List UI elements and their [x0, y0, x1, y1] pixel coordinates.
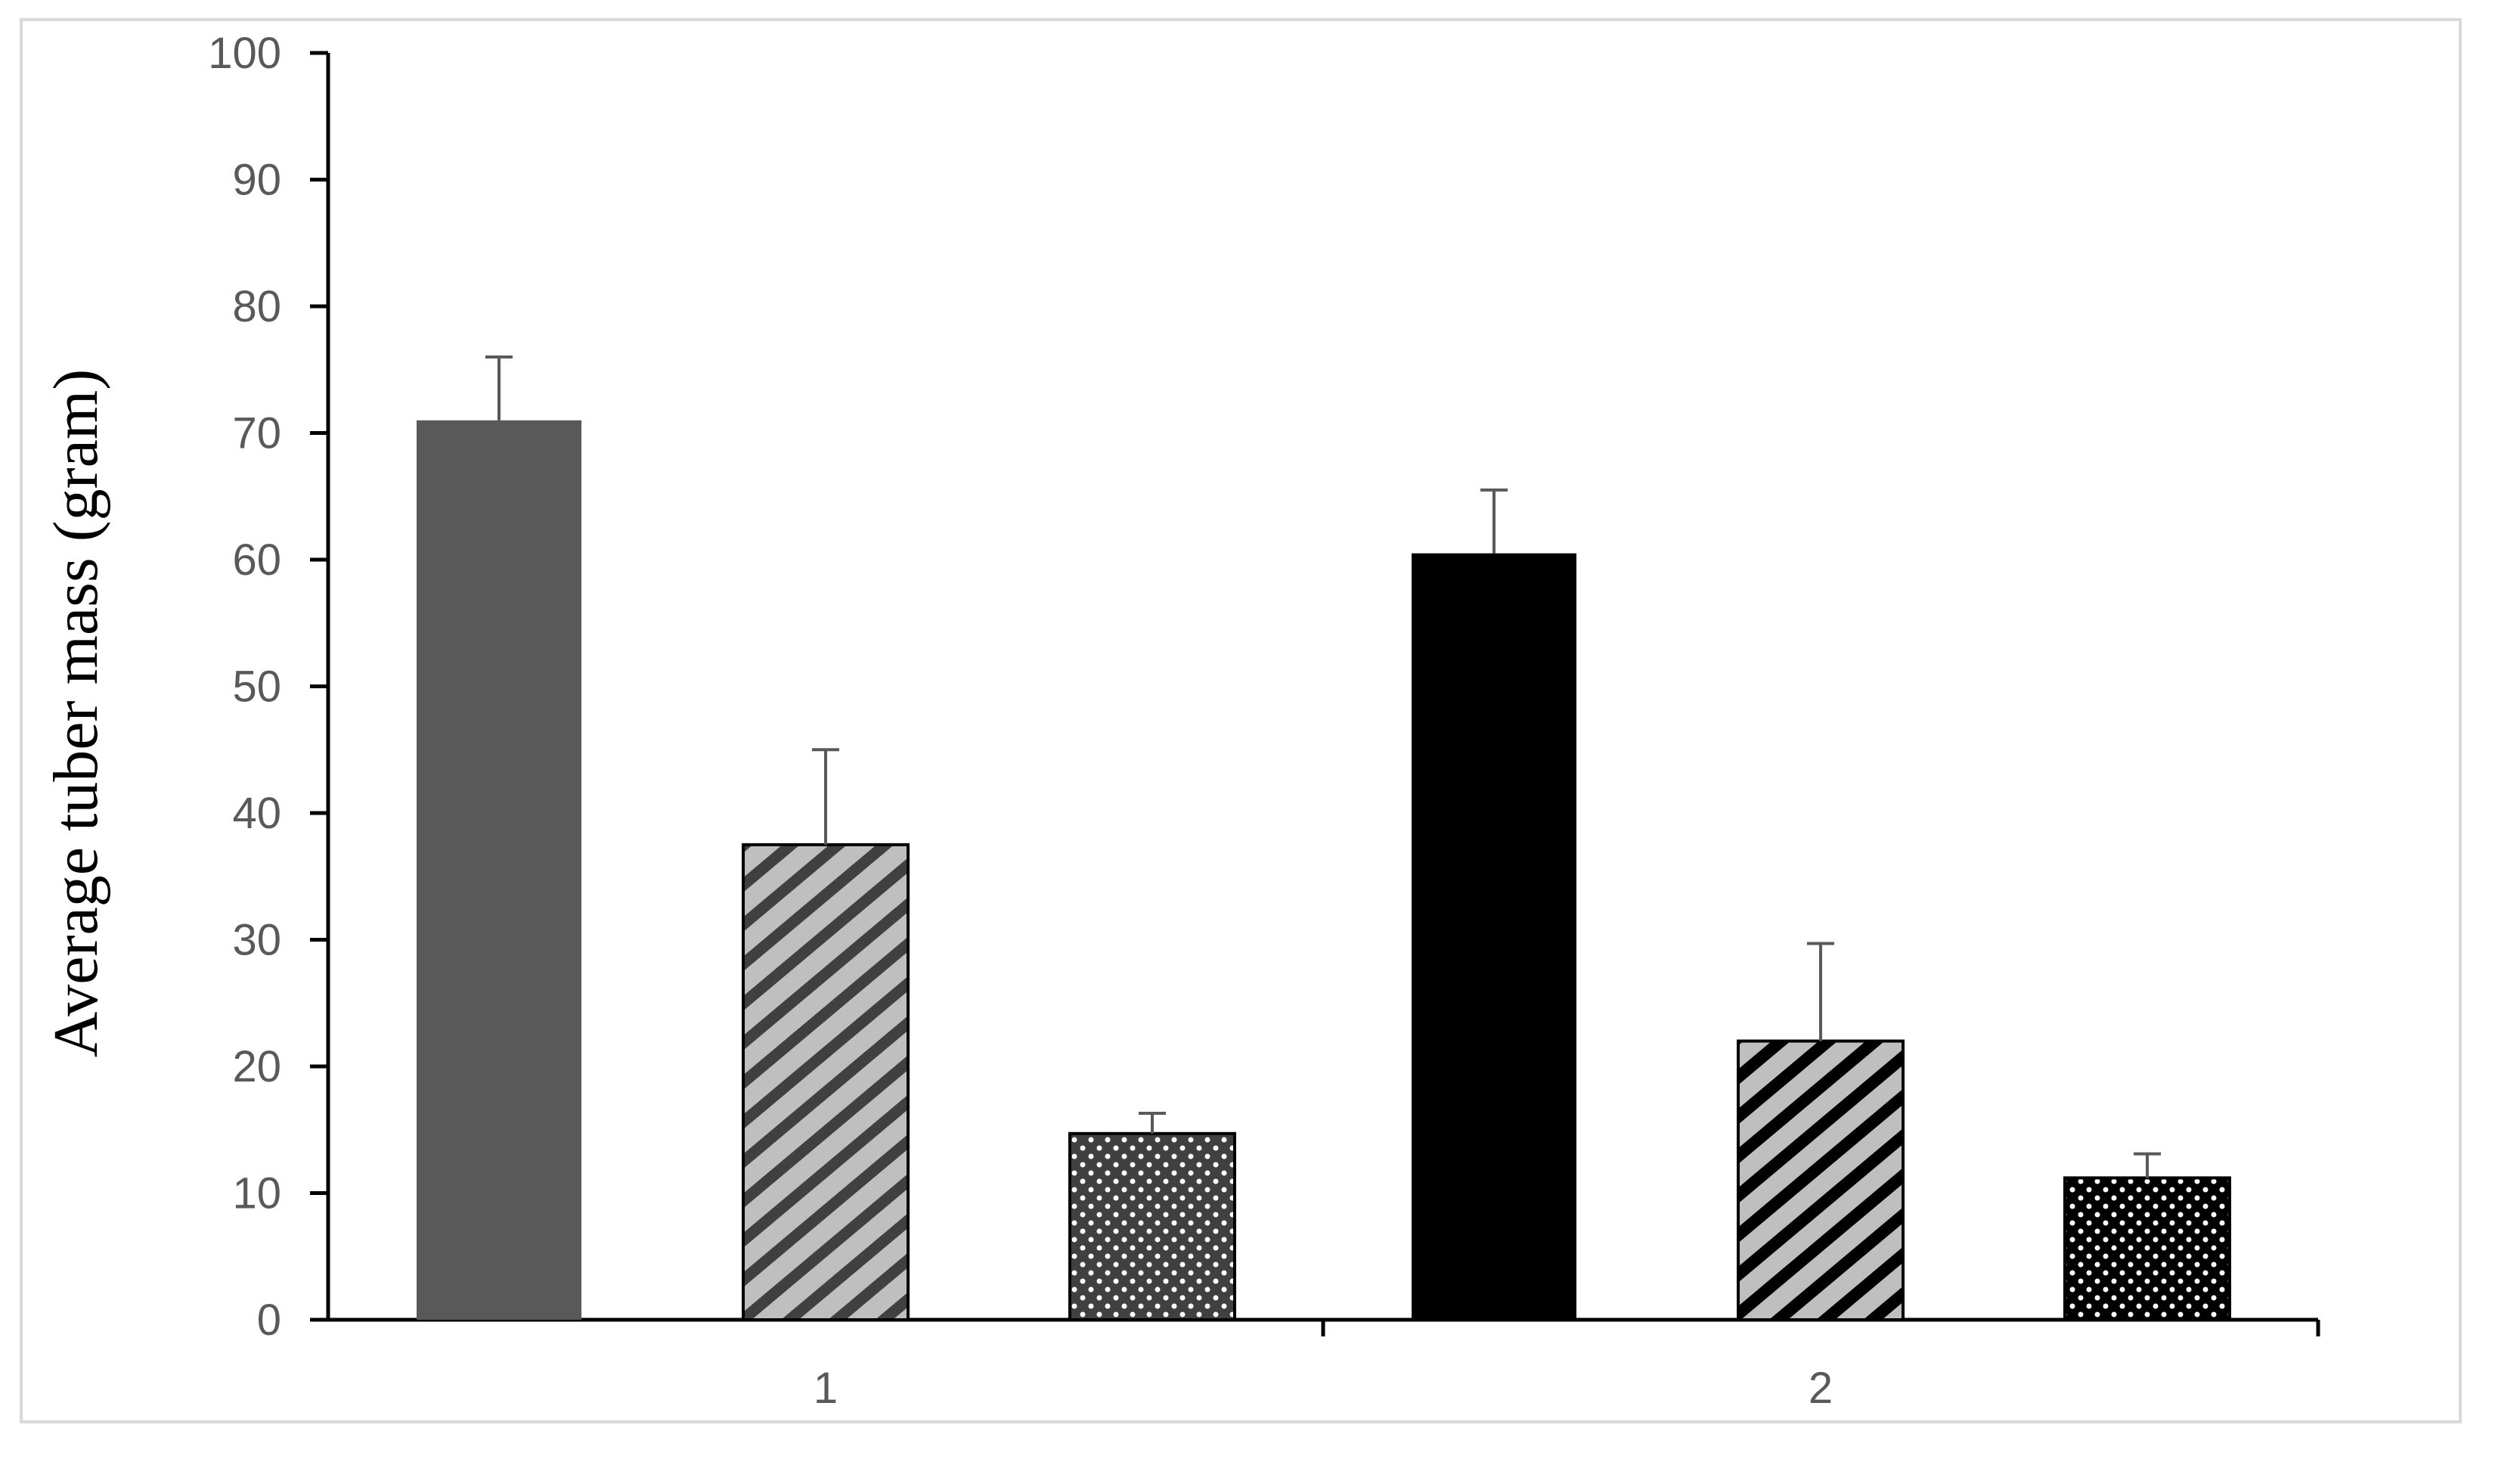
- y-tick-label: 20: [232, 1042, 281, 1091]
- y-tick-label: 100: [208, 29, 281, 78]
- y-tick-label: 40: [232, 789, 281, 838]
- bars: [417, 420, 2231, 1322]
- y-tick-label: 30: [232, 916, 281, 965]
- bar: [417, 420, 581, 1320]
- y-tick-label: 50: [232, 663, 281, 712]
- y-axis-title: Average tuber mass (gram): [41, 369, 111, 1057]
- bar: [1068, 1131, 1236, 1322]
- y-ticks: 0 10 20 30 40 50 60 70 80 90 100: [208, 29, 328, 1345]
- y-tick-label: 90: [232, 156, 281, 205]
- bar: [742, 843, 910, 1321]
- y-tick-label: 10: [232, 1169, 281, 1218]
- bar: [1412, 553, 1576, 1320]
- y-tick-label: 70: [232, 409, 281, 458]
- y-tick-label: 80: [232, 282, 281, 331]
- bar: [2063, 1176, 2231, 1322]
- error-bars: [485, 355, 2161, 1178]
- x-category-label: 1: [814, 1364, 838, 1413]
- axes: [326, 53, 2318, 1322]
- x-category-label: 2: [1809, 1364, 1833, 1413]
- y-tick-label: 60: [232, 535, 281, 585]
- bar: [1737, 1039, 1905, 1321]
- y-tick-label: 0: [257, 1296, 281, 1345]
